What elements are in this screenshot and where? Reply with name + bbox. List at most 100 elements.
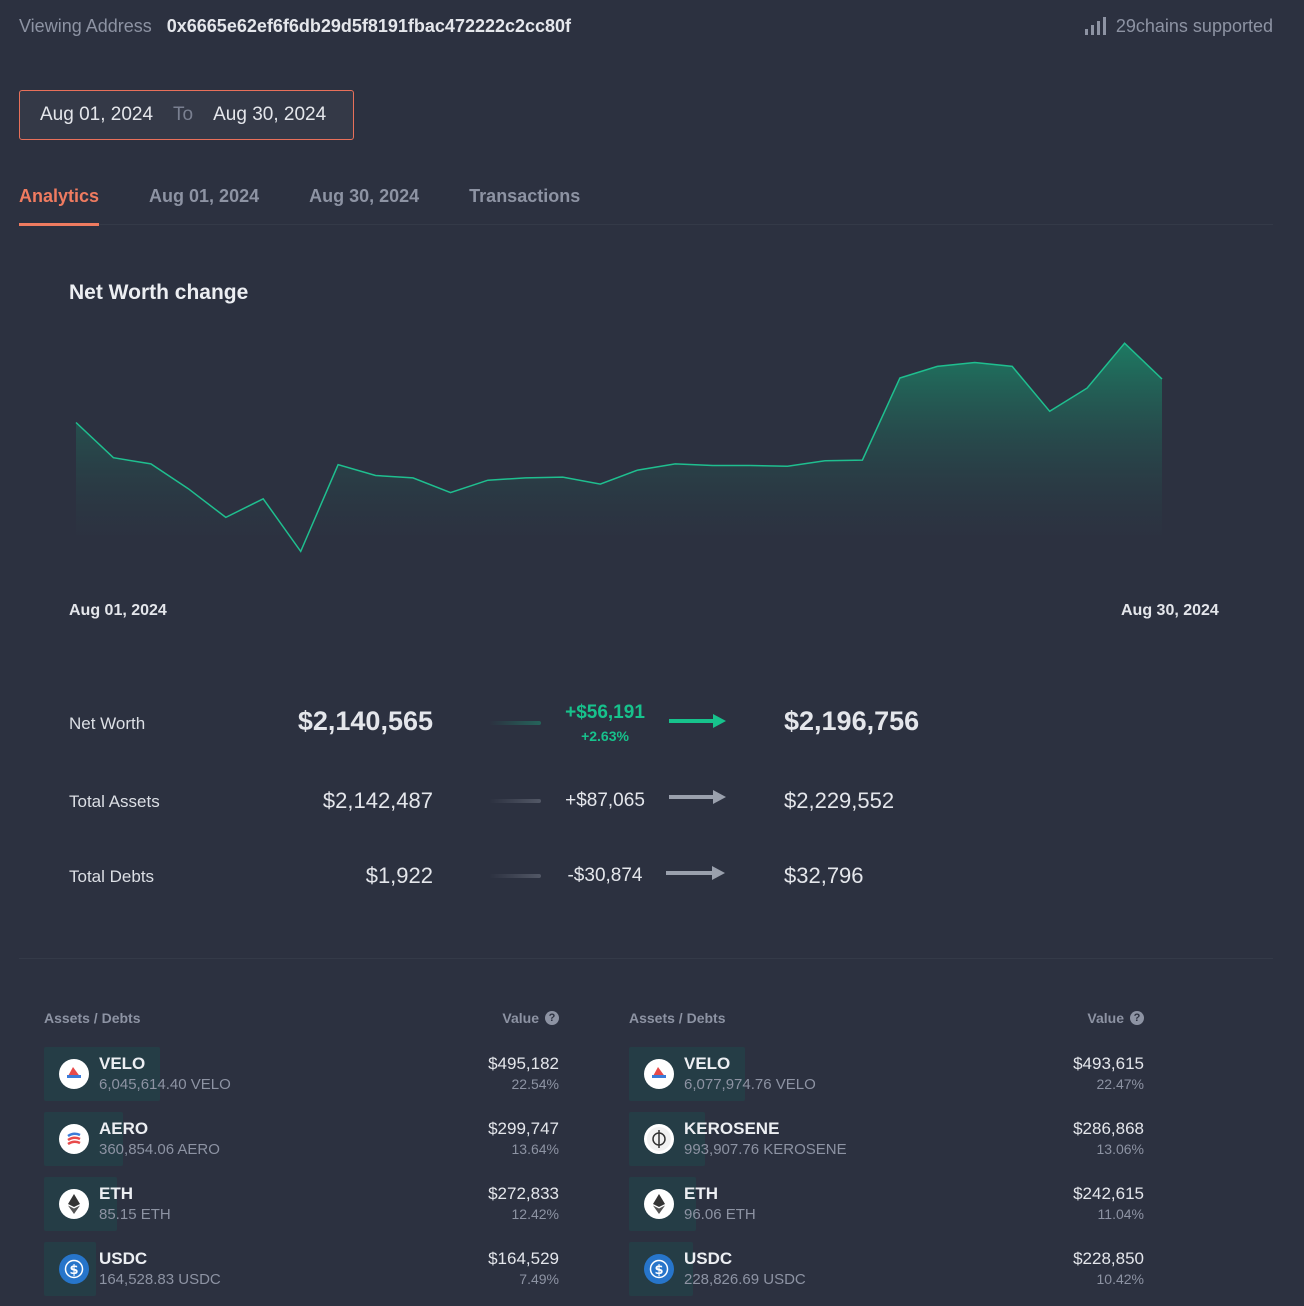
tab-bar: Analytics Aug 01, 2024 Aug 30, 2024 Tran…: [19, 186, 1273, 226]
total-assets-to: $2,229,552: [784, 788, 895, 813]
chart-point[interactable]: [337, 464, 339, 466]
total-debts-from: $1,922: [365, 863, 433, 888]
asset-value: $495,182: [488, 1054, 559, 1073]
date-range-picker[interactable]: Aug 01, 2024 To Aug 30, 2024: [19, 90, 354, 140]
col-value-label: Value: [1087, 1010, 1124, 1026]
chart-point[interactable]: [1124, 342, 1126, 344]
chart-point[interactable]: [187, 488, 189, 490]
tab-transactions[interactable]: Transactions: [469, 186, 581, 206]
chart-point[interactable]: [150, 463, 152, 465]
summary-label: Total Assets: [69, 792, 160, 811]
chart-point[interactable]: [300, 550, 302, 552]
col-value[interactable]: Value ?: [1087, 1010, 1144, 1026]
summary-label: Net Worth: [69, 714, 146, 733]
chart-point[interactable]: [1049, 410, 1051, 412]
net-worth-chart: [75, 342, 1163, 553]
aero-icon: [59, 1124, 89, 1154]
chart-point[interactable]: [112, 457, 114, 459]
wallet-address[interactable]: 0x6665e62ef6f6db29d5f8191fbac472222c2cc8…: [166, 15, 572, 36]
chart-point[interactable]: [225, 516, 227, 518]
net-worth-to: $2,196,756: [784, 706, 920, 736]
tab-start-date[interactable]: Aug 01, 2024: [149, 186, 260, 206]
asset-symbol: ETH: [99, 1184, 133, 1203]
chart-point[interactable]: [712, 464, 714, 466]
table-row[interactable]: $ USDC 164,528.83 USDC $164,529 7.49%: [44, 1239, 559, 1304]
asset-percent: 7.49%: [519, 1271, 559, 1287]
chart-point[interactable]: [562, 476, 564, 478]
chart-point[interactable]: [599, 483, 601, 485]
table-row[interactable]: AERO 360,854.06 AERO $299,747 13.64%: [44, 1109, 559, 1174]
asset-amount: 85.15 ETH: [99, 1206, 171, 1223]
address-bar: Viewing Address 0x6665e62ef6f6db29d5f819…: [19, 14, 1273, 38]
date-from[interactable]: Aug 01, 2024: [40, 104, 154, 125]
asset-value: $493,615: [1073, 1054, 1144, 1073]
viewing-address-label: Viewing Address: [19, 15, 152, 36]
chart-point[interactable]: [637, 469, 639, 471]
net-worth-delta-pct: +2.63%: [581, 728, 629, 744]
help-icon[interactable]: ?: [545, 1011, 559, 1025]
chart-point[interactable]: [487, 479, 489, 481]
chart-point[interactable]: [449, 492, 451, 494]
summary-total-assets: Total Assets $2,142,487 +$87,065 $2,229,…: [69, 780, 969, 820]
date-to[interactable]: Aug 30, 2024: [213, 104, 327, 125]
col-value[interactable]: Value ?: [502, 1010, 559, 1026]
tab-end-date[interactable]: Aug 30, 2024: [309, 186, 420, 206]
asset-value: $242,615: [1073, 1184, 1144, 1203]
asset-amount: 228,826.69 USDC: [684, 1271, 806, 1288]
svg-text:$: $: [654, 1263, 663, 1278]
chart-point[interactable]: [1086, 387, 1088, 389]
help-icon[interactable]: ?: [1130, 1011, 1144, 1025]
asset-symbol: KEROSENE: [684, 1119, 780, 1138]
asset-amount: 993,907.76 KEROSENE: [684, 1141, 847, 1158]
change-bar: [489, 874, 541, 878]
asset-symbol: AERO: [99, 1119, 149, 1138]
asset-percent: 12.42%: [511, 1206, 559, 1222]
chains-supported-text: 29chains supported: [1115, 15, 1273, 36]
tab-analytics[interactable]: Analytics: [19, 186, 100, 226]
col-assets-debts: Assets / Debts: [44, 1010, 141, 1026]
kerosene-icon: [644, 1124, 674, 1154]
table-row[interactable]: ETH 96.06 ETH $242,615 11.04%: [629, 1174, 1144, 1239]
table-header: Assets / Debts Value ?: [44, 1010, 559, 1030]
asset-value: $272,833: [488, 1184, 559, 1203]
asset-percent: 22.54%: [511, 1076, 559, 1092]
chart-point[interactable]: [1011, 365, 1013, 367]
chart-point[interactable]: [936, 365, 938, 367]
net-worth-line: [75, 342, 1163, 553]
summary-label: Total Debts: [69, 867, 155, 886]
table-row[interactable]: KEROSENE 993,907.76 KEROSENE $286,868 13…: [629, 1109, 1144, 1174]
chart-point[interactable]: [824, 460, 826, 462]
chart-point[interactable]: [974, 362, 976, 364]
date-separator: To: [173, 104, 194, 125]
chart-point[interactable]: [674, 463, 676, 465]
table-row[interactable]: $ USDC 228,826.69 USDC $228,850 10.42%: [629, 1239, 1144, 1304]
arrow-right-icon: [669, 790, 726, 804]
chart-point[interactable]: [1161, 378, 1163, 380]
net-worth-area: [76, 343, 1162, 552]
chart-point[interactable]: [524, 477, 526, 479]
table-row[interactable]: VELO 6,045,614.40 VELO $495,182 22.54%: [44, 1044, 559, 1109]
usdc-icon: $: [59, 1254, 89, 1284]
chart-point[interactable]: [75, 421, 77, 423]
asset-amount: 96.06 ETH: [684, 1206, 756, 1223]
chains-supported[interactable]: 29chains supported: [1084, 15, 1273, 37]
table-row[interactable]: VELO 6,077,974.76 VELO $493,615 22.47%: [629, 1044, 1144, 1109]
section-divider: [19, 958, 1273, 959]
chart-point[interactable]: [861, 459, 863, 461]
chart-point[interactable]: [262, 498, 264, 500]
table-row[interactable]: ETH 85.15 ETH $272,833 12.42%: [44, 1174, 559, 1239]
eth-icon: [644, 1189, 674, 1219]
chart-point[interactable]: [787, 465, 789, 467]
total-debts-delta: -$30,874: [567, 865, 643, 886]
summary-net-worth: Net Worth $2,140,565 +$56,191 +2.63% $2,…: [69, 702, 969, 744]
asset-amount: 164,528.83 USDC: [99, 1271, 221, 1288]
chart-title: Net Worth change: [69, 281, 249, 304]
col-value-label: Value: [502, 1010, 539, 1026]
chart-point[interactable]: [412, 477, 414, 479]
chart-point[interactable]: [749, 464, 751, 466]
asset-value: $164,529: [488, 1249, 559, 1268]
chart-point[interactable]: [899, 377, 901, 379]
asset-value: $228,850: [1073, 1249, 1144, 1268]
summary-total-debts: Total Debts $1,922 -$30,874 $32,796: [69, 855, 969, 895]
chart-point[interactable]: [375, 475, 377, 477]
